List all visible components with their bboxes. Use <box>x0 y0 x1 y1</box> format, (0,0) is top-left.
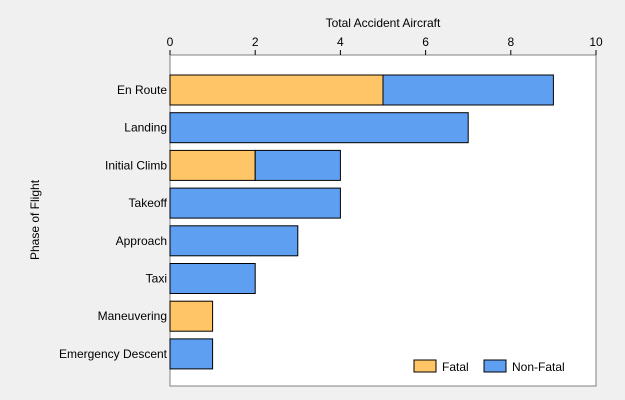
bar-non-fatal <box>169 187 341 219</box>
bar-fatal <box>169 300 214 332</box>
x-tick-label: 8 <box>507 35 514 49</box>
x-axis-title: Total Accident Aircraft <box>326 16 441 30</box>
category-label: Maneuvering <box>98 309 167 323</box>
bar-non-fatal <box>169 338 214 370</box>
category-labels: En Route Landing Initial Climb Takeoff Appro… <box>59 83 168 361</box>
x-tick-label: 6 <box>422 35 429 49</box>
legend-swatch <box>483 359 507 373</box>
bars <box>169 74 554 370</box>
category-label: Takeoff <box>129 196 168 210</box>
x-tick-label: 4 <box>337 35 344 49</box>
category-label: Initial Climb <box>105 158 167 172</box>
x-axis-ticks: 0 2 4 6 8 10 <box>167 35 603 55</box>
category-label: Taxi <box>146 272 167 286</box>
bar-non-fatal <box>169 225 299 257</box>
category-label: Approach <box>116 234 167 248</box>
category-label: Emergency Descent <box>59 347 168 361</box>
legend-swatch <box>413 359 437 373</box>
legend-label: Non-Fatal <box>512 360 565 374</box>
x-tick-label: 0 <box>167 35 174 49</box>
category-label: En Route <box>117 83 167 97</box>
bar-non-fatal <box>382 74 554 106</box>
bar-non-fatal <box>169 112 469 144</box>
x-tick-label: 10 <box>589 35 603 49</box>
bar-non-fatal <box>169 263 256 294</box>
legend-label: Fatal <box>442 360 469 374</box>
x-tick-label: 2 <box>252 35 259 49</box>
legend: Fatal Non-Fatal <box>413 359 565 374</box>
category-label: Landing <box>124 121 167 135</box>
bar-non-fatal <box>254 149 341 181</box>
bar-fatal <box>169 74 384 106</box>
plot-area <box>169 54 597 387</box>
y-axis-title: Phase of Flight <box>28 179 42 260</box>
bar-fatal <box>169 149 256 181</box>
